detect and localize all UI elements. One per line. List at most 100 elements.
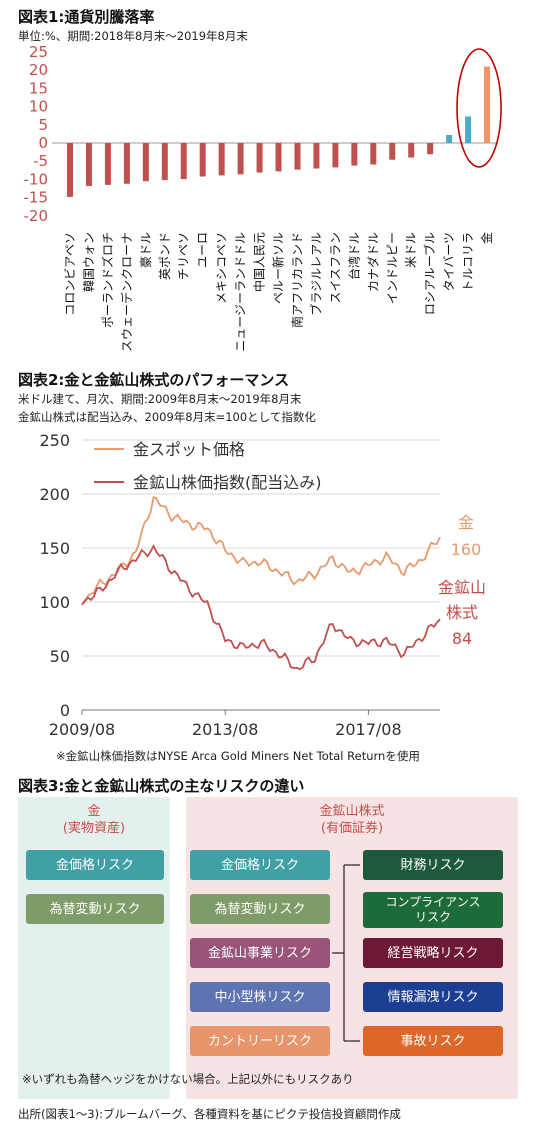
fig2-subtitle-1: 米ドル建て、月次、期間:2009年8月末〜2019年8月末 [18, 392, 302, 406]
business-risk-accident: 事故リスク [363, 1026, 503, 1056]
gold-panel: 金 (実物資産) [18, 797, 170, 1099]
bar [180, 143, 187, 180]
miner-risk-smallcap: 中小型株リスク [190, 982, 330, 1012]
x-tick-label: 2013/08 [192, 720, 258, 739]
bar [104, 143, 111, 185]
miner-risk-fx: 為替変動リスク [190, 894, 330, 924]
fig3-note: ※いずれも為替ヘッジをかけない場合。上記以外にもリスクあり [22, 1072, 354, 1086]
y-tick-label: 5 [38, 116, 48, 134]
bar [67, 143, 73, 197]
gold-risk-gold-price: 金価格リスク [26, 850, 164, 880]
bar [313, 143, 320, 169]
category-label: 韓国ウォン [82, 232, 96, 292]
bar [484, 66, 491, 143]
bar [275, 143, 282, 172]
category-label: ユーロ [196, 232, 210, 268]
bar [85, 143, 92, 186]
fig1-title: 図表1:通貨別騰落率 [18, 8, 155, 26]
series-line [81, 544, 441, 671]
business-risk-finance: 財務リスク [363, 850, 503, 880]
risk-diagram: 金 (実物資産) 金鉱山株式 (有価証券) 金価格リスク 為替変動リスク 金価格… [18, 797, 518, 1099]
legend-label: 金鉱山株価指数(配当込み) [133, 473, 322, 492]
category-label: チリペソ [177, 232, 191, 280]
y-tick-label: 20 [29, 61, 48, 79]
category-label: カナダドル [365, 232, 380, 292]
y-tick-label: 200 [39, 485, 70, 504]
gold-end-value: 160 [451, 540, 482, 559]
gold-panel-title: 金 (実物資産) [62, 804, 126, 836]
fig2-note: ※金鉱山株価指数はNYSE Arca Gold Miners Net Total… [56, 749, 420, 763]
x-tick-label: 2009/08 [49, 720, 115, 739]
bar [123, 143, 130, 184]
business-risk-compliance: コンプライアンス リスク [363, 892, 503, 928]
bar [199, 143, 206, 177]
y-tick-label: -15 [24, 189, 49, 207]
x-tick-label: 2017/08 [335, 720, 401, 739]
y-tick-label: 15 [29, 79, 48, 97]
miner-panel-title: 金鉱山株式 (有価証券) [319, 804, 385, 836]
fig2-subtitle-2: 金鉱山株式は配当込み、2009年8月末=100として指数化 [18, 410, 316, 424]
miner-risk-business: 金鉱山事業リスク [190, 938, 330, 968]
bar [465, 116, 472, 143]
gold-risk-fx: 為替変動リスク [26, 894, 164, 924]
category-label: ペルー新ソル [271, 232, 286, 304]
fig2-title: 図表2:金と金鉱山株式のパフォーマンス [18, 371, 290, 389]
bar [218, 143, 225, 176]
gold-end-label: 金 [458, 513, 474, 532]
category-label: スイスフラン [328, 232, 342, 304]
y-tick-label: 0 [60, 701, 70, 720]
miner-risk-gold-price: 金価格リスク [190, 850, 330, 880]
category-label: 南アフリカランド [289, 232, 304, 328]
y-tick-label: -10 [24, 170, 49, 188]
business-risk-strategy: 経営戦略リスク [363, 938, 503, 968]
category-label: ブラジルレアル [308, 232, 323, 316]
miner-risk-country: カントリーリスク [190, 1026, 330, 1056]
category-label: ロシアルーブル [422, 232, 437, 315]
series-line [81, 495, 441, 605]
miner-end-value: 84 [452, 629, 472, 648]
bar [446, 134, 453, 143]
category-label: 豪ドル [138, 232, 153, 268]
bracket-connector [332, 864, 360, 1042]
bar [256, 143, 263, 173]
bar [142, 143, 149, 182]
y-tick-label: -5 [33, 152, 48, 170]
y-tick-label: 10 [29, 98, 48, 116]
category-label: インドルピー [385, 232, 399, 304]
y-tick-label: -20 [24, 207, 49, 225]
bar [370, 143, 377, 165]
category-label: メキシコペソ [215, 232, 229, 304]
bar [389, 143, 396, 160]
miner-end-label-1: 金鉱山 [438, 578, 486, 597]
bar [427, 143, 434, 155]
category-label: ニュージーランドドル [234, 232, 248, 352]
source-note: 出所(図表1〜3):ブルームバーグ、各種資料を基にピクテ投信投資顧問作成 [18, 1107, 401, 1121]
bar [161, 143, 168, 181]
category-label: トルコリラ [461, 232, 475, 292]
legend-label: 金スポット価格 [133, 440, 245, 459]
business-risk-info: 情報漏洩リスク [363, 982, 503, 1012]
bar [237, 143, 244, 175]
category-label: 中国人民元 [252, 232, 267, 292]
bar [351, 143, 358, 166]
y-tick-label: 25 [29, 43, 48, 61]
category-label: タイバーツ [442, 232, 456, 292]
y-tick-label: 0 [38, 134, 48, 152]
y-tick-label: 50 [50, 647, 70, 666]
bar [332, 143, 339, 168]
category-label: 金 [479, 232, 494, 244]
category-label: 台湾ドル [346, 232, 361, 280]
fig1-subtitle: 単位:%、期間:2018年8月末〜2019年8月末 [18, 29, 248, 43]
y-tick-label: 250 [39, 431, 70, 450]
bar [408, 143, 415, 158]
y-tick-label: 100 [39, 593, 70, 612]
y-tick-label: 150 [39, 539, 70, 558]
highlight-circle [456, 48, 502, 168]
category-label: コロンビアペソ [63, 232, 77, 316]
fig3-title: 図表3:金と金鉱山株式の主なリスクの違い [18, 777, 305, 795]
category-label: 米ドル [404, 232, 418, 268]
category-label: スウェーデンクローナ [119, 232, 134, 352]
category-label: 英ポンド [158, 232, 172, 280]
